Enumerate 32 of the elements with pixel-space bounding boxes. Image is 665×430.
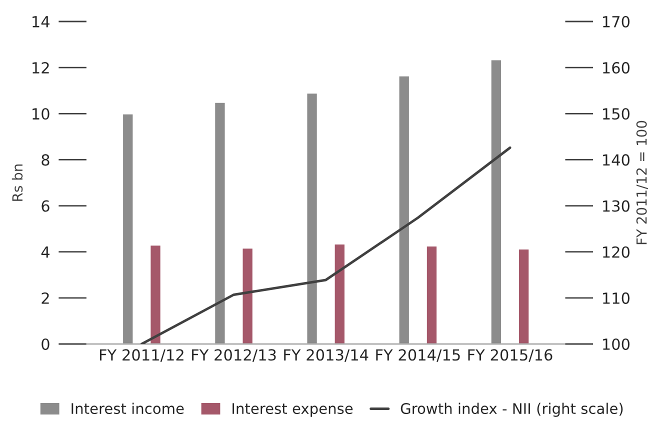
y2-tick-label: 100 bbox=[603, 338, 630, 350]
y-tick-label: 8 bbox=[42, 154, 50, 166]
y-tick-label: 6 bbox=[42, 200, 50, 212]
legend-label: Interest income bbox=[72, 402, 184, 414]
y-tick-label: 12 bbox=[32, 62, 49, 74]
y-tick-label: 14 bbox=[32, 16, 50, 28]
y2-tick-label: 140 bbox=[603, 154, 630, 166]
y-axis-title: Rs bn bbox=[12, 164, 23, 201]
line-series bbox=[140, 146, 512, 344]
x-tick-label: FY 2014/15 bbox=[376, 349, 460, 362]
y2-tick-label: 110 bbox=[603, 292, 630, 304]
y-tick-label: 4 bbox=[41, 246, 50, 258]
bar bbox=[518, 248, 530, 344]
bar bbox=[333, 243, 346, 344]
y2-tick-label: 170 bbox=[603, 16, 630, 28]
legend-label: Interest expense bbox=[232, 403, 353, 417]
bar bbox=[426, 245, 438, 344]
y2-axis-title: FY 2011/12 = 100 bbox=[636, 120, 648, 244]
y-tick-label: 2 bbox=[42, 292, 49, 304]
y2-tick-label: 130 bbox=[603, 200, 630, 212]
x-tick-label: FY 2011/12 bbox=[100, 349, 184, 362]
legend-label: Growth index - NII (right scale) bbox=[400, 402, 623, 417]
y2-tick-label: 160 bbox=[603, 62, 630, 74]
y-tick-label: 0 bbox=[42, 338, 50, 350]
bar bbox=[241, 247, 254, 344]
y2-tick-label: 150 bbox=[603, 108, 630, 120]
y2-tick-label: 120 bbox=[603, 246, 630, 258]
x-tick-label: FY 2012/13 bbox=[192, 349, 276, 362]
bar bbox=[149, 244, 162, 344]
x-tick-label: FY 2015/16 bbox=[468, 349, 552, 362]
y-tick-label: 10 bbox=[32, 108, 50, 120]
x-tick-label: FY 2013/14 bbox=[284, 349, 368, 362]
